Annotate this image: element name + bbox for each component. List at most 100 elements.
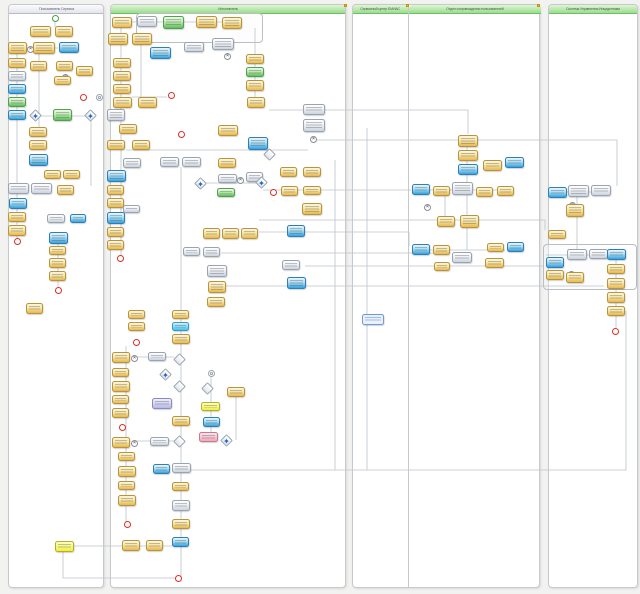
- task-node[interactable]: [172, 482, 189, 491]
- task-node[interactable]: [485, 258, 504, 268]
- task-node[interactable]: [246, 54, 264, 64]
- message-task-node[interactable]: [107, 170, 126, 182]
- task-node[interactable]: [172, 310, 189, 319]
- state-box-node[interactable]: [148, 352, 166, 361]
- task-node[interactable]: [207, 297, 225, 307]
- task-node[interactable]: [246, 80, 264, 91]
- task-node[interactable]: [107, 240, 124, 250]
- task-node[interactable]: [460, 215, 479, 228]
- task-node[interactable]: [607, 306, 625, 316]
- message-task-node[interactable]: [49, 232, 68, 244]
- task-node[interactable]: [54, 76, 71, 85]
- task-node[interactable]: [112, 381, 130, 392]
- task-node[interactable]: [29, 127, 47, 137]
- state-box-node[interactable]: [160, 157, 179, 167]
- start-event-node[interactable]: [52, 15, 59, 22]
- task-node[interactable]: [146, 540, 163, 551]
- task-node[interactable]: [76, 66, 93, 76]
- task-approved-node[interactable]: [246, 67, 264, 77]
- task-node[interactable]: [33, 42, 55, 54]
- task-node[interactable]: [132, 33, 152, 45]
- task-node[interactable]: [112, 395, 129, 404]
- task-node[interactable]: [196, 16, 217, 28]
- message-task-node[interactable]: [412, 184, 430, 195]
- state-box-node[interactable]: [137, 16, 157, 27]
- end-event-node[interactable]: [270, 189, 277, 196]
- task-node[interactable]: [199, 432, 218, 442]
- task-node[interactable]: [566, 272, 584, 283]
- task-node[interactable]: [172, 519, 190, 529]
- task-node[interactable]: [607, 264, 625, 274]
- message-task-node[interactable]: [203, 417, 220, 427]
- state-box-node[interactable]: [8, 183, 29, 194]
- task-node[interactable]: [247, 97, 265, 108]
- end-event-node[interactable]: [14, 238, 21, 245]
- end-event-node[interactable]: [168, 92, 175, 99]
- message-task-node[interactable]: [546, 257, 564, 268]
- task-node[interactable]: [107, 140, 125, 150]
- end-event-node[interactable]: [133, 339, 140, 346]
- task-node[interactable]: [107, 227, 124, 237]
- task-node[interactable]: [203, 228, 220, 239]
- state-box-node[interactable]: [568, 185, 589, 197]
- task-node[interactable]: [152, 398, 172, 409]
- task-approved-node[interactable]: [53, 109, 72, 121]
- task-node[interactable]: [113, 84, 131, 94]
- intermediate-event-node[interactable]: [424, 204, 431, 211]
- message-task-node[interactable]: [287, 225, 305, 237]
- message-task-node[interactable]: [248, 137, 268, 150]
- highlight-task-node[interactable]: [55, 541, 74, 552]
- message-task-node[interactable]: [70, 214, 86, 223]
- state-box-node[interactable]: [107, 109, 125, 121]
- task-node[interactable]: [607, 278, 625, 289]
- message-task-node[interactable]: [8, 110, 26, 120]
- state-box-node[interactable]: [452, 252, 472, 263]
- intermediate-event-node[interactable]: [237, 177, 244, 184]
- state-box-node[interactable]: [282, 260, 300, 270]
- end-event-node[interactable]: [124, 521, 131, 528]
- message-task-node[interactable]: [172, 537, 189, 547]
- state-box-node[interactable]: [31, 183, 52, 194]
- task-node[interactable]: [26, 303, 43, 314]
- task-node[interactable]: [112, 352, 130, 363]
- end-event-node[interactable]: [80, 94, 87, 101]
- message-task-node[interactable]: [287, 277, 306, 289]
- intermediate-event-node[interactable]: [224, 53, 231, 60]
- task-node[interactable]: [112, 408, 129, 418]
- task-node[interactable]: [458, 135, 478, 147]
- task-approved-node[interactable]: [8, 97, 26, 107]
- task-node[interactable]: [29, 140, 47, 150]
- task-approved-node[interactable]: [163, 16, 184, 29]
- task-node[interactable]: [8, 225, 26, 236]
- state-box-node[interactable]: [203, 247, 220, 257]
- task-node[interactable]: [433, 186, 450, 196]
- task-node[interactable]: [8, 58, 26, 68]
- task-node[interactable]: [458, 150, 478, 161]
- task-node[interactable]: [138, 97, 157, 108]
- state-box-node[interactable]: [303, 119, 325, 132]
- task-node[interactable]: [118, 495, 136, 506]
- task-node[interactable]: [49, 271, 66, 281]
- task-node[interactable]: [122, 540, 140, 551]
- task-node[interactable]: [113, 58, 131, 68]
- task-node[interactable]: [132, 140, 150, 150]
- message-task-node[interactable]: [507, 242, 524, 252]
- state-box-node[interactable]: [172, 500, 190, 511]
- task-node[interactable]: [434, 262, 450, 271]
- task-node[interactable]: [30, 61, 47, 71]
- task-node[interactable]: [303, 167, 321, 177]
- info-box-node[interactable]: [362, 314, 384, 325]
- task-node[interactable]: [172, 416, 190, 426]
- task-node[interactable]: [218, 158, 236, 168]
- task-node[interactable]: [8, 42, 27, 54]
- task-node[interactable]: [30, 26, 51, 37]
- end-event-node[interactable]: [178, 131, 185, 138]
- intermediate-event-node[interactable]: [131, 440, 138, 447]
- task-node[interactable]: [128, 310, 145, 319]
- task-node[interactable]: [107, 185, 124, 195]
- highlight-task-node[interactable]: [201, 402, 220, 411]
- task-node[interactable]: [483, 160, 502, 171]
- task-node[interactable]: [49, 246, 66, 255]
- task-node[interactable]: [487, 243, 504, 252]
- message-task-node[interactable]: [548, 187, 567, 198]
